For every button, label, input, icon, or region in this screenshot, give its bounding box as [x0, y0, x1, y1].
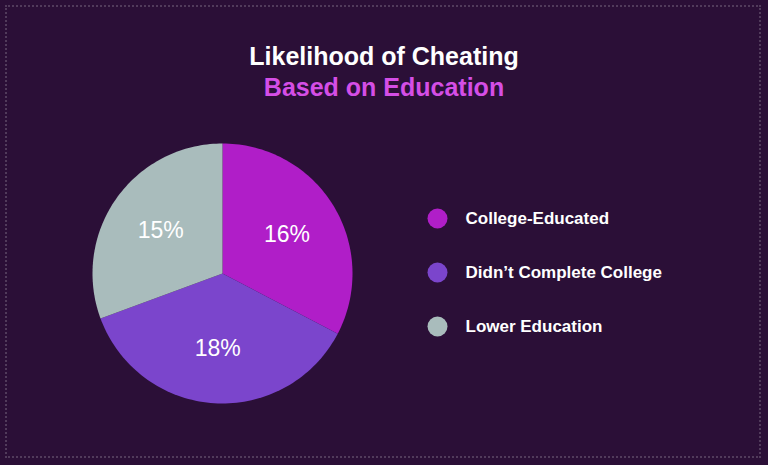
svg-text:16%: 16%	[264, 221, 310, 247]
svg-text:18%: 18%	[195, 335, 241, 361]
svg-text:15%: 15%	[138, 217, 184, 243]
svg-text:Lower Education: Lower Education	[466, 317, 603, 336]
svg-text:College-Educated: College-Educated	[466, 209, 610, 228]
html-text:Based on Education: Based on Education	[263, 73, 505, 101]
html-text:Likelihood of Cheating: Likelihood of Cheating	[249, 42, 519, 70]
svg-text:Didn’t Complete College: Didn’t Complete College	[466, 263, 662, 282]
